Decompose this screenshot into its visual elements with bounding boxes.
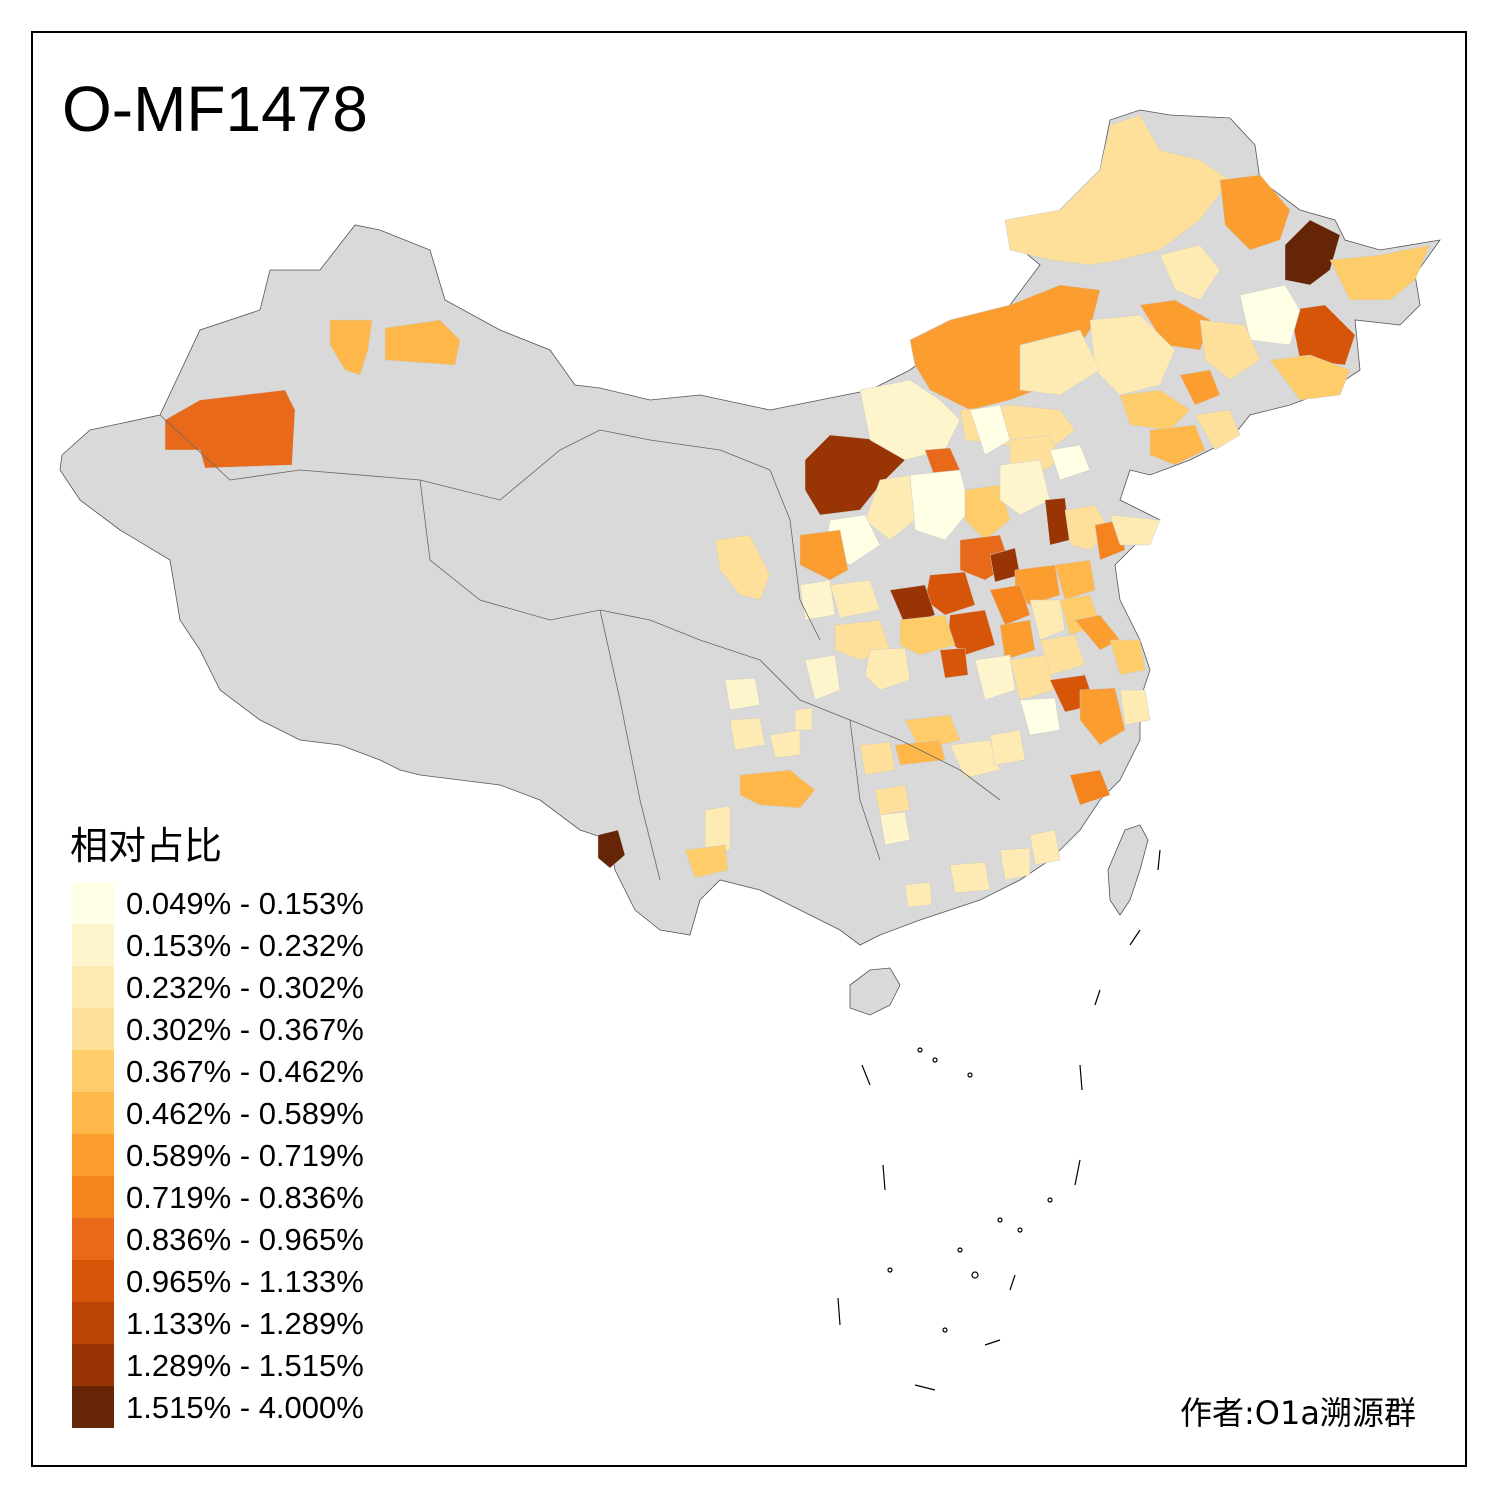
prefecture-region <box>1269 354 1351 401</box>
legend-label: 0.589% - 0.719% <box>126 1138 364 1173</box>
prefecture-region <box>1029 599 1066 641</box>
legend-swatch <box>72 924 114 966</box>
data-regions <box>164 114 1431 908</box>
prefecture-region <box>1019 329 1101 396</box>
prefecture-region <box>1119 689 1151 726</box>
legend-swatch <box>72 1092 114 1134</box>
prefecture-region <box>859 741 896 776</box>
prefecture-region <box>999 619 1036 661</box>
prefecture-region <box>999 459 1051 516</box>
prefecture-region <box>894 739 946 766</box>
prefecture-region <box>729 717 766 751</box>
prefecture-region <box>864 474 916 541</box>
prefecture-region <box>874 784 911 816</box>
prefecture-region <box>1159 244 1221 301</box>
prefecture-region <box>989 729 1026 766</box>
legend-swatch <box>72 1008 114 1050</box>
prefecture-region <box>999 847 1031 881</box>
legend-label: 0.836% - 0.965% <box>126 1222 364 1257</box>
prefecture-region <box>1329 244 1431 301</box>
prefecture-region <box>904 881 933 908</box>
south-sea-islands <box>837 849 1161 1391</box>
prefecture-region <box>974 654 1016 701</box>
prefecture-region <box>1049 444 1091 481</box>
legend-label: 1.289% - 1.515% <box>126 1348 364 1383</box>
prefecture-region <box>949 739 1001 779</box>
prefecture-region <box>1019 697 1061 736</box>
legend-label: 0.965% - 1.133% <box>126 1264 364 1299</box>
prefecture-region <box>1284 219 1341 286</box>
prefecture-region <box>1109 639 1146 676</box>
hainan-island <box>849 967 901 1016</box>
province-borders <box>159 414 1001 881</box>
prefecture-region <box>1149 424 1206 466</box>
prefecture-region <box>1109 514 1161 546</box>
prefecture-region <box>684 844 729 879</box>
prefecture-region <box>1219 174 1291 251</box>
prefecture-region <box>1289 304 1356 366</box>
prefecture-region <box>704 805 731 853</box>
author-credit: 作者:O1a溯源群 <box>1180 1394 1416 1432</box>
prefecture-region <box>1119 389 1191 431</box>
prefecture-region <box>829 579 881 619</box>
legend-label: 0.153% - 0.232% <box>126 928 364 963</box>
legend-label: 0.232% - 0.302% <box>126 970 364 1005</box>
legend-label: 0.462% - 0.589% <box>126 1096 364 1131</box>
region-west <box>59 109 1441 946</box>
prefecture-region <box>1179 369 1221 406</box>
map-title: O-MF1478 <box>62 73 368 145</box>
prefecture-region <box>1029 829 1061 866</box>
legend-title: 相对占比 <box>70 824 223 868</box>
legend-swatch <box>72 1260 114 1302</box>
prefecture-region <box>597 829 626 869</box>
prefecture-region <box>794 707 813 731</box>
legend-swatch <box>72 1134 114 1176</box>
prefecture-region <box>724 677 761 711</box>
legend-label: 0.367% - 0.462% <box>126 1054 364 1089</box>
legend-swatch <box>72 966 114 1008</box>
prefecture-region <box>714 534 771 601</box>
legend-swatch <box>72 1218 114 1260</box>
prefecture-region <box>964 484 1011 541</box>
prefecture-region <box>904 714 961 751</box>
prefecture-region <box>989 584 1031 626</box>
prefecture-region <box>949 861 991 894</box>
prefecture-region <box>769 729 801 759</box>
prefecture-region <box>799 579 836 621</box>
legend-label: 0.302% - 0.367% <box>126 1012 364 1047</box>
legend-label: 0.719% - 0.836% <box>126 1180 364 1215</box>
prefecture-region <box>799 529 849 581</box>
prefecture-region <box>859 379 961 461</box>
prefecture-region <box>864 647 911 691</box>
legend-swatch <box>72 1176 114 1218</box>
prefecture-region <box>899 614 956 656</box>
prefecture-region <box>804 654 841 701</box>
taiwan-island <box>1107 824 1149 916</box>
legend-swatch <box>72 1302 114 1344</box>
prefecture-region <box>1079 687 1126 746</box>
prefecture-region <box>329 319 373 376</box>
legend-label: 1.515% - 4.000% <box>126 1390 364 1425</box>
map-frame <box>31 31 1467 1467</box>
legend-label: 0.049% - 0.153% <box>126 886 364 921</box>
legend-swatch <box>72 1386 114 1428</box>
legend-swatch <box>72 1050 114 1092</box>
prefecture-region <box>739 769 816 809</box>
prefecture-region <box>1199 319 1261 381</box>
prefecture-region <box>164 389 296 469</box>
prefecture-region <box>1069 769 1111 806</box>
prefecture-region <box>1194 409 1241 451</box>
prefecture-region <box>384 319 461 366</box>
legend-swatch <box>72 1344 114 1386</box>
prefecture-region <box>939 647 969 679</box>
prefecture-region <box>889 584 936 626</box>
legend-swatch <box>72 882 114 924</box>
prefecture-region <box>1054 559 1096 601</box>
prefecture-region <box>879 811 911 846</box>
legend-label: 1.133% - 1.289% <box>126 1306 364 1341</box>
prefecture-region <box>909 469 971 541</box>
